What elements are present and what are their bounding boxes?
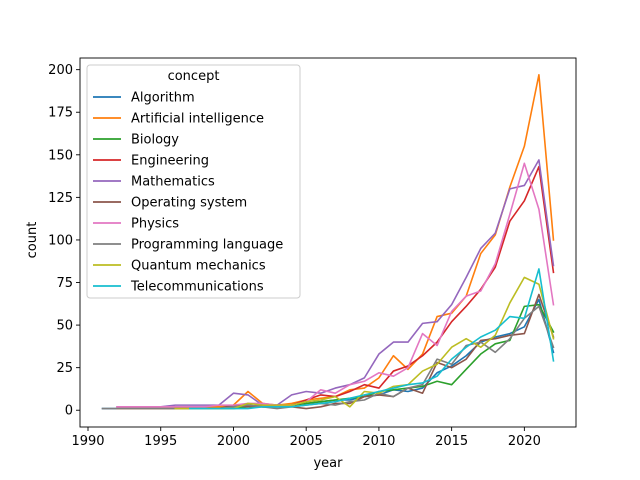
series-line-9 xyxy=(174,276,555,410)
legend-entry-9: Quantum mechanics xyxy=(131,259,266,274)
y-tick-label: 100 xyxy=(48,233,73,248)
legend-frame xyxy=(86,64,301,299)
series-layer xyxy=(101,73,555,410)
x-tick-label: 2010 xyxy=(362,434,395,449)
legend-entry-8: Programming language xyxy=(131,238,283,253)
y-axis: 0 25 50 75 100 125 150 175 200 xyxy=(48,63,80,419)
x-axis: 1990 1995 2000 2005 2010 2015 2020 xyxy=(71,427,541,449)
y-tick-label: 150 xyxy=(48,148,73,163)
legend-entry-2: Artificial intelligence xyxy=(131,112,264,127)
legend-entry-1: Algorithm xyxy=(131,91,195,106)
legend: concept Algorithm Artificial intelligence… xyxy=(86,64,301,299)
series-line-5 xyxy=(116,159,555,408)
y-tick-label: 175 xyxy=(48,106,73,121)
x-tick-label: 1995 xyxy=(144,434,177,449)
legend-entry-7: Physics xyxy=(131,217,179,232)
x-tick-label: 2015 xyxy=(435,434,468,449)
y-tick-label: 75 xyxy=(56,276,73,291)
x-tick-label: 2005 xyxy=(290,434,323,449)
y-axis-label: count xyxy=(25,222,40,259)
legend-entry-3: Biology xyxy=(131,133,179,148)
y-tick-label: 0 xyxy=(65,404,73,419)
y-tick-label: 125 xyxy=(48,191,73,206)
x-tick-label: 2000 xyxy=(217,434,250,449)
series-line-10 xyxy=(189,268,555,410)
legend-title: concept xyxy=(168,69,220,84)
y-tick-label: 200 xyxy=(48,63,73,78)
series-line-7 xyxy=(116,162,555,408)
x-tick-label: 1990 xyxy=(71,434,104,449)
legend-entry-10: Telecommunications xyxy=(130,280,264,295)
legend-entry-4: Engineering xyxy=(131,154,209,169)
plot-frame xyxy=(79,57,577,428)
legend-entry-6: Operating system xyxy=(131,196,247,211)
y-tick-label: 50 xyxy=(56,319,73,334)
legend-items: Algorithm Artificial intelligence Biology E… xyxy=(93,91,283,295)
x-axis-label: year xyxy=(313,456,343,471)
y-tick-label: 25 xyxy=(56,361,73,376)
legend-entry-5: Mathematics xyxy=(131,175,215,190)
x-tick-label: 2020 xyxy=(508,434,541,449)
